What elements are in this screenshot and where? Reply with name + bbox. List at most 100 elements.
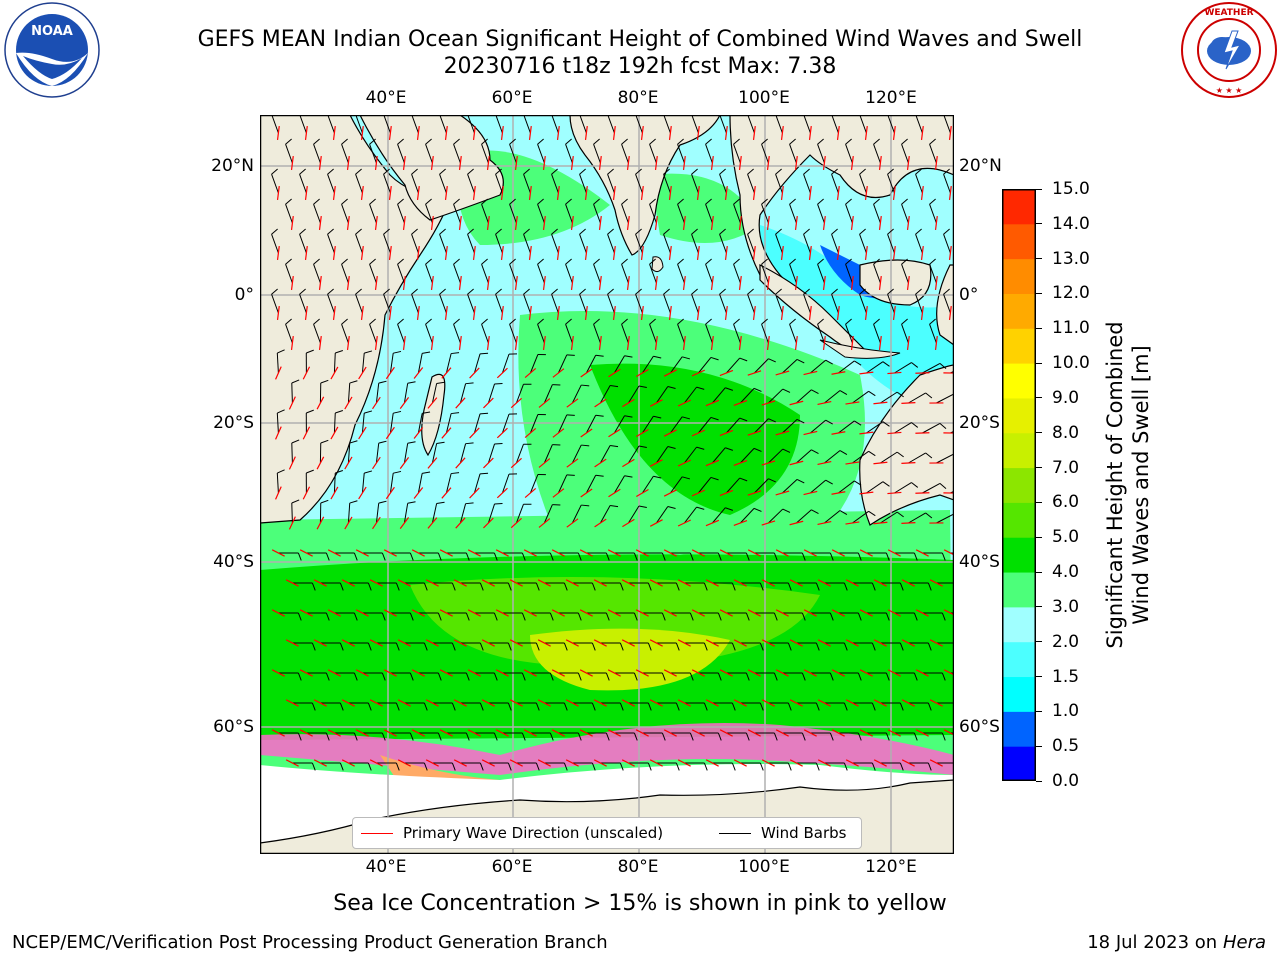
wind-barb-flag [537, 198, 544, 205]
colorbar-tick-mark [1036, 327, 1042, 329]
wave-direction-arrow [864, 185, 868, 201]
wind-barb [369, 204, 377, 224]
wind-barb-flag [710, 476, 719, 481]
wind-barb-flag [939, 422, 947, 429]
wind-barb-flag [341, 138, 348, 145]
map-title: GEFS MEAN Indian Ocean Significant Heigh… [197, 27, 1083, 52]
wind-barb [565, 264, 573, 284]
wave-direction-arrow [677, 459, 691, 467]
wave-direction-arrow [441, 367, 452, 379]
wind-barb [403, 443, 409, 464]
wind-barb-flag [829, 672, 834, 681]
wind-barb [698, 357, 712, 374]
wave-direction-arrow [444, 245, 448, 261]
wind-barb [775, 115, 783, 134]
wind-barb [768, 508, 784, 524]
wave-direction-arrow [803, 729, 817, 737]
wind-barb-flag [311, 702, 316, 711]
wave-direction-arrow [836, 245, 840, 261]
wind-barb-flag [369, 138, 376, 145]
wave-direction-arrow [831, 669, 845, 677]
left-lat-tick: 60°S [213, 717, 254, 737]
wave-direction-arrow [892, 185, 896, 201]
wave-direction-arrow [316, 516, 325, 530]
wave-direction-arrow [538, 398, 551, 408]
wind-barb-flag [566, 474, 575, 476]
wave-direction-arrow [523, 609, 537, 617]
wind-barb [684, 446, 697, 464]
wind-barb-flag [929, 198, 936, 205]
wave-direction-arrow [948, 185, 952, 201]
wind-barb-flag [353, 732, 358, 741]
wind-barb [943, 174, 951, 194]
wind-barb [649, 204, 657, 224]
wind-barb [355, 174, 363, 194]
wind-barb-flag [647, 702, 652, 711]
wind-barb-flag [480, 412, 489, 415]
wave-direction-arrow [472, 185, 476, 201]
wind-barb-flag [896, 451, 904, 458]
wind-barb [383, 115, 391, 134]
wind-barb [740, 388, 755, 404]
wave-direction-arrow [901, 579, 915, 587]
wave-direction-arrow [663, 729, 677, 737]
wave-direction-arrow [803, 669, 817, 677]
colorbar-tick-label: 12.0 [1052, 283, 1090, 304]
wave-direction-arrow [360, 185, 364, 201]
wind-barb-flag [425, 198, 432, 205]
wind-barb-flag [393, 410, 402, 414]
wind-barb-flag [696, 506, 705, 510]
wind-barb [299, 234, 307, 254]
wave-direction-arrow [817, 699, 831, 707]
wave-direction-arrow [509, 639, 523, 647]
wave-direction-arrow [663, 369, 677, 377]
wind-barb-flag [682, 356, 691, 360]
colorbar-tick-label: 0.5 [1052, 736, 1080, 757]
wind-barb-flag [710, 416, 719, 421]
wave-direction-arrow [822, 215, 826, 231]
wind-barb [789, 264, 797, 284]
wind-barb-flag [667, 506, 676, 509]
wave-direction-arrow [313, 699, 327, 707]
wind-barb-flag [873, 138, 880, 145]
wind-barb [313, 144, 321, 164]
wave-direction-arrow [789, 460, 804, 466]
wave-direction-arrow [341, 699, 355, 707]
wind-barb-flag [313, 198, 320, 205]
wind-barb [473, 413, 481, 434]
wave-direction-arrow [850, 335, 854, 351]
wave-direction-arrow [565, 699, 579, 707]
wave-direction-arrow [584, 125, 588, 141]
bottom-lon-tick: 100°E [738, 857, 790, 877]
wave-direction-arrow [836, 125, 840, 141]
wave-direction-arrow [355, 669, 369, 677]
wind-barb-flag [705, 198, 712, 205]
wave-direction-arrow [374, 215, 378, 231]
wave-direction-arrow [752, 185, 756, 201]
wave-direction-arrow [789, 400, 804, 406]
wind-barb-flag [465, 552, 470, 561]
wind-barb [473, 353, 481, 374]
wind-barb-flag [581, 384, 590, 387]
wind-barb-flag [731, 642, 736, 651]
wind-barb-flag [465, 732, 470, 741]
wind-barb [425, 324, 433, 344]
wave-direction-arrow [887, 491, 902, 495]
wind-barb-flag [871, 762, 876, 771]
wind-barb [901, 324, 909, 344]
wave-direction-arrow [509, 759, 523, 767]
wind-barb-flag [667, 386, 676, 389]
wave-direction-arrow [369, 759, 383, 767]
wave-direction-arrow [831, 491, 846, 495]
wind-barb-flag [811, 449, 819, 454]
wind-barb-flag [733, 198, 740, 205]
wave-direction-arrow [873, 401, 888, 405]
wind-barb-flag [927, 582, 932, 591]
wave-direction-arrow [288, 456, 296, 470]
colorbar-segment [1002, 641, 1036, 678]
wind-barb-flag [523, 228, 530, 235]
wind-barb-flag [871, 702, 876, 711]
wind-barb-flag [789, 318, 796, 325]
wind-barb-flag [467, 228, 474, 235]
wave-direction-arrow [542, 155, 546, 171]
